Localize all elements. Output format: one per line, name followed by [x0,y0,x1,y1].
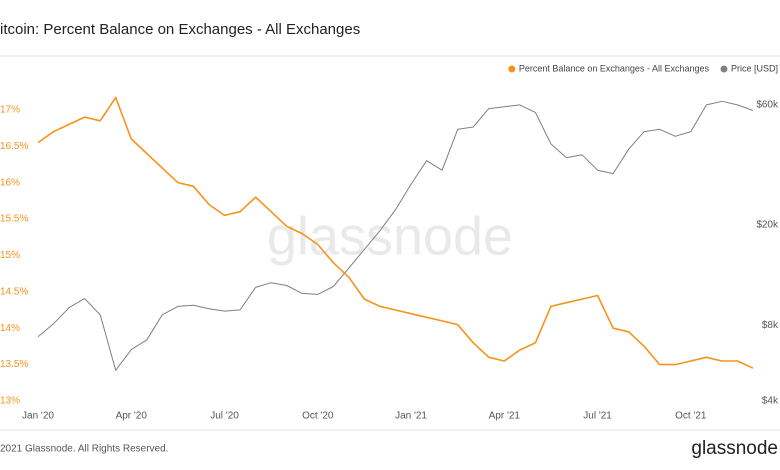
y-tick-label: 13.5% [0,359,28,370]
footer: 2021 Glassnode. All Rights Reserved. [0,444,168,455]
watermark: glassnode [267,206,513,266]
legend-swatch [720,65,728,73]
x-tick-label: Apr '21 [489,411,521,422]
legend-label: Price [USD] [731,63,778,73]
logo: glassnode [691,438,778,459]
series-line [37,96,754,369]
y2-tick-label: $4k [762,396,779,407]
chart-title: itcoin: Percent Balance on Exchanges - A… [0,21,360,38]
y-tick-label: 16% [0,177,20,188]
y2-tick-label: $20k [756,220,779,231]
y2-tick-label: $8k [762,320,779,331]
x-tick-label: Jul '21 [583,411,612,422]
x-tick-label: Jan '21 [395,411,427,422]
y-tick-label: 14.5% [0,286,28,297]
y2-tick-label: $60k [756,99,779,110]
y-tick-label: 16.5% [0,141,28,152]
y-tick-label: 15.5% [0,214,28,225]
x-tick-label: Oct '21 [675,411,707,422]
x-tick-label: Jan '20 [22,411,54,422]
legend-label: Percent Balance on Exchanges - All Excha… [519,63,710,73]
x-tick-label: Apr '20 [116,411,148,422]
y-tick-label: 17% [0,104,20,115]
legend-swatch [508,65,516,73]
x-tick-label: Jul '20 [210,411,239,422]
y-tick-label: 14% [0,323,20,334]
y-tick-label: 13% [0,396,20,407]
x-tick-label: Oct '20 [302,411,334,422]
y-tick-label: 15% [0,250,20,261]
series-line [37,100,754,371]
